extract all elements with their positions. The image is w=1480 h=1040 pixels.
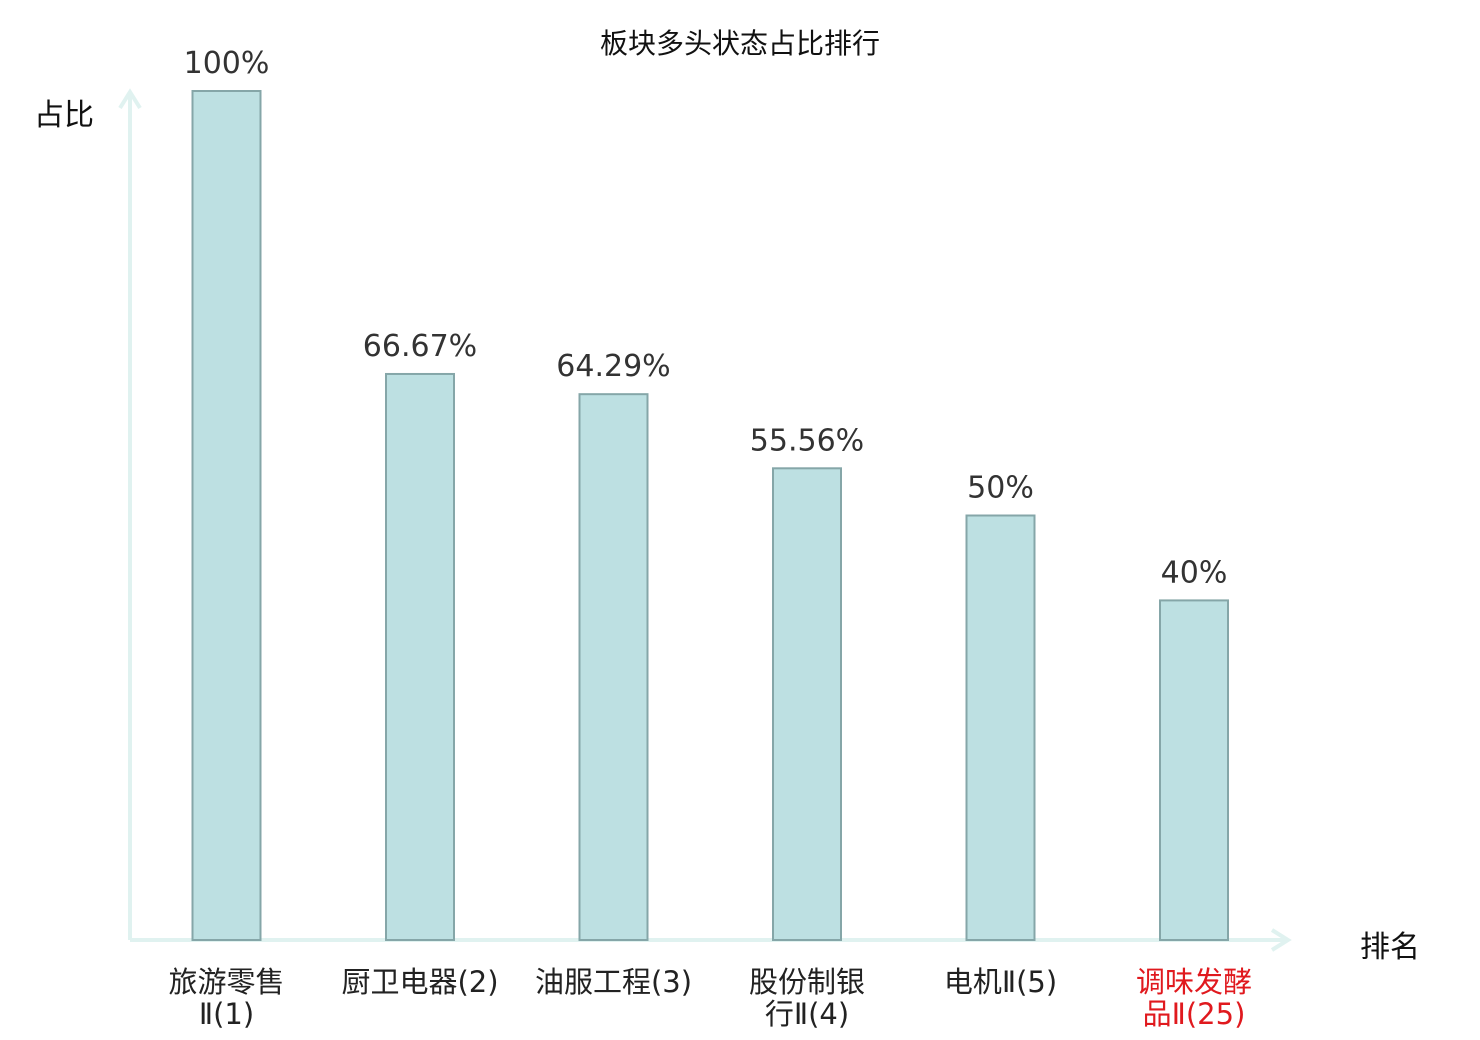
- value-label-4: 55.56%: [750, 423, 864, 458]
- category-label-6-line-1: 调味发酵: [1135, 965, 1252, 999]
- category-label-6: 调味发酵 品Ⅱ(25): [1099, 966, 1289, 1030]
- chart-title: 板块多头状态占比排行: [599, 27, 880, 60]
- category-label-4-line-2: 行Ⅱ(4): [764, 997, 850, 1031]
- value-label-1: 100%: [184, 46, 270, 81]
- value-label-3: 64.29%: [556, 349, 670, 384]
- bar-3: [578, 393, 649, 941]
- category-label-3: 油服工程(3): [519, 966, 709, 998]
- x-axis-arrow: [1270, 928, 1292, 952]
- bar-4: [772, 467, 842, 941]
- value-label-2: 66.67%: [363, 329, 477, 364]
- bar-2: [385, 372, 455, 942]
- category-label-6-line-2: 品Ⅱ(25): [1142, 997, 1246, 1031]
- category-label-2-line-1: 厨卫电器(2): [341, 965, 499, 999]
- category-label-1-line-2: Ⅱ(1): [198, 997, 255, 1031]
- axes: [118, 88, 1292, 952]
- category-label-1: 旅游零售 Ⅱ(1): [132, 966, 322, 1030]
- value-label-6: 40%: [1161, 555, 1228, 590]
- bar-5: [965, 514, 1036, 941]
- y-axis-arrow: [118, 88, 142, 110]
- category-label-4: 股份制银 行Ⅱ(4): [712, 966, 902, 1030]
- category-label-1-line-1: 旅游零售: [168, 965, 285, 999]
- y-axis-label: 占比: [34, 98, 94, 133]
- x-axis-label: 排名: [1360, 930, 1420, 965]
- category-label-4-line-1: 股份制银: [748, 965, 865, 999]
- category-label-5: 电机Ⅱ(5): [906, 966, 1096, 998]
- bar-1: [191, 90, 262, 941]
- category-label-3-line-1: 油服工程(3): [534, 965, 693, 999]
- category-label-5-line-1: 电机Ⅱ(5): [943, 965, 1058, 999]
- bar-6: [1159, 599, 1229, 942]
- bars: [191, 90, 1229, 942]
- value-labels: 100% 66.67% 64.29% 55.56% 50% 40%: [184, 46, 1228, 590]
- category-label-2: 厨卫电器(2): [325, 966, 515, 998]
- value-label-5: 50%: [967, 471, 1034, 506]
